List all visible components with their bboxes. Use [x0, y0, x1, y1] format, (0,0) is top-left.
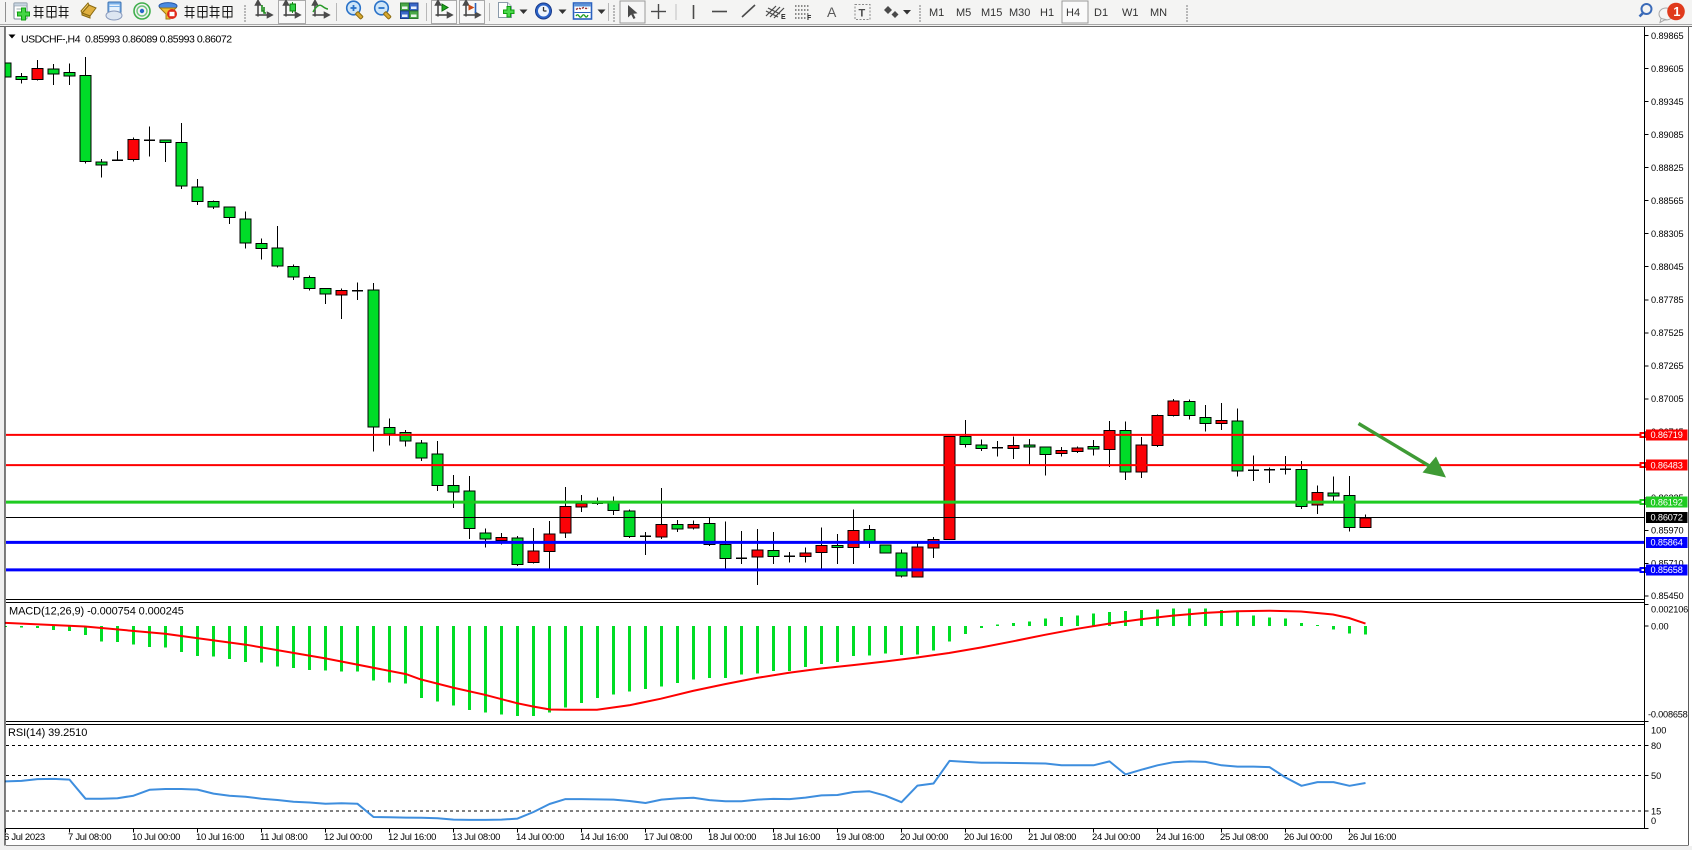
svg-text:15: 15 — [1651, 807, 1661, 817]
svg-text:10 Jul 00:00: 10 Jul 00:00 — [132, 832, 180, 843]
svg-text:24 Jul 16:00: 24 Jul 16:00 — [1156, 832, 1204, 843]
svg-text:25 Jul 08:00: 25 Jul 08:00 — [1220, 832, 1268, 843]
svg-text:0.002106: 0.002106 — [1651, 605, 1688, 615]
svg-text:12 Jul 16:00: 12 Jul 16:00 — [388, 832, 436, 843]
svg-text:0.88825: 0.88825 — [1651, 163, 1684, 173]
svg-text:0.89345: 0.89345 — [1651, 97, 1684, 107]
svg-text:-0.008658: -0.008658 — [1648, 710, 1688, 720]
svg-text:D1: D1 — [1094, 7, 1108, 19]
svg-text:0.89085: 0.89085 — [1651, 130, 1684, 140]
svg-text:17 Jul 08:00: 17 Jul 08:00 — [644, 832, 692, 843]
svg-text:26 Jul 00:00: 26 Jul 00:00 — [1284, 832, 1332, 843]
svg-text:W1: W1 — [1122, 7, 1139, 19]
svg-text:6 Jul 2023: 6 Jul 2023 — [4, 832, 45, 843]
svg-text:14 Jul 00:00: 14 Jul 00:00 — [516, 832, 564, 843]
svg-text:0.87785: 0.87785 — [1651, 295, 1684, 305]
svg-text:M15: M15 — [981, 7, 1002, 19]
svg-text:M1: M1 — [929, 7, 944, 19]
svg-text:0.85864: 0.85864 — [1651, 538, 1683, 548]
svg-text:0.85658: 0.85658 — [1651, 565, 1683, 575]
svg-text:0.88305: 0.88305 — [1651, 229, 1684, 239]
svg-text:10 Jul 16:00: 10 Jul 16:00 — [196, 832, 244, 843]
svg-text:0.00: 0.00 — [1651, 621, 1668, 631]
svg-text:0.85450: 0.85450 — [1651, 591, 1684, 601]
svg-text:0.89605: 0.89605 — [1651, 64, 1684, 74]
svg-text:0.88565: 0.88565 — [1651, 196, 1684, 206]
svg-text:A: A — [827, 4, 837, 20]
svg-text:21 Jul 08:00: 21 Jul 08:00 — [1028, 832, 1076, 843]
svg-text:USDCHF-,H4 0.85993 0.86089 0.: USDCHF-,H4 0.85993 0.86089 0.85993 0.860… — [21, 33, 232, 45]
svg-text:0.87265: 0.87265 — [1651, 361, 1684, 371]
svg-text:0.86192: 0.86192 — [1651, 497, 1683, 507]
svg-text:M5: M5 — [956, 7, 971, 19]
svg-text:0.86719: 0.86719 — [1651, 430, 1683, 440]
svg-text:20 Jul 16:00: 20 Jul 16:00 — [964, 832, 1012, 843]
svg-text:19 Jul 08:00: 19 Jul 08:00 — [836, 832, 884, 843]
svg-text:M30: M30 — [1009, 7, 1030, 19]
svg-text:T: T — [859, 8, 866, 20]
svg-text:26 Jul 16:00: 26 Jul 16:00 — [1348, 832, 1396, 843]
svg-text:0.89865: 0.89865 — [1651, 31, 1684, 41]
svg-text:MN: MN — [1150, 7, 1167, 19]
svg-text:0.85970: 0.85970 — [1651, 526, 1684, 536]
svg-text:0.86483: 0.86483 — [1651, 460, 1683, 470]
svg-text:1: 1 — [1673, 4, 1680, 19]
svg-text:F: F — [807, 15, 812, 22]
svg-text:50: 50 — [1651, 771, 1661, 781]
svg-text:0.87525: 0.87525 — [1651, 328, 1684, 338]
svg-text:7 Jul 08:00: 7 Jul 08:00 — [68, 832, 111, 843]
svg-text:14 Jul 16:00: 14 Jul 16:00 — [580, 832, 628, 843]
svg-text:0.87005: 0.87005 — [1651, 394, 1684, 404]
svg-text:E: E — [781, 14, 786, 21]
svg-text:18 Jul 00:00: 18 Jul 00:00 — [708, 832, 756, 843]
svg-text:13 Jul 08:00: 13 Jul 08:00 — [452, 832, 500, 843]
svg-text:80: 80 — [1651, 741, 1661, 751]
svg-text:MACD(12,26,9) -0.000754 0.0002: MACD(12,26,9) -0.000754 0.000245 — [9, 605, 184, 617]
svg-text:20 Jul 00:00: 20 Jul 00:00 — [900, 832, 948, 843]
svg-text:H1: H1 — [1040, 7, 1054, 19]
svg-text:18 Jul 16:00: 18 Jul 16:00 — [772, 832, 820, 843]
svg-text:11 Jul 08:00: 11 Jul 08:00 — [260, 832, 307, 843]
svg-text:0: 0 — [1651, 816, 1656, 826]
svg-text:100: 100 — [1651, 726, 1666, 736]
svg-text:0.88045: 0.88045 — [1651, 262, 1684, 272]
svg-text:H4: H4 — [1066, 7, 1080, 19]
svg-text:RSI(14) 39.2510: RSI(14) 39.2510 — [8, 727, 87, 739]
svg-text:0.86072: 0.86072 — [1651, 513, 1683, 523]
svg-text:12 Jul 00:00: 12 Jul 00:00 — [324, 832, 372, 843]
svg-text:0.85710: 0.85710 — [1651, 559, 1684, 569]
svg-text:24 Jul 00:00: 24 Jul 00:00 — [1092, 832, 1140, 843]
